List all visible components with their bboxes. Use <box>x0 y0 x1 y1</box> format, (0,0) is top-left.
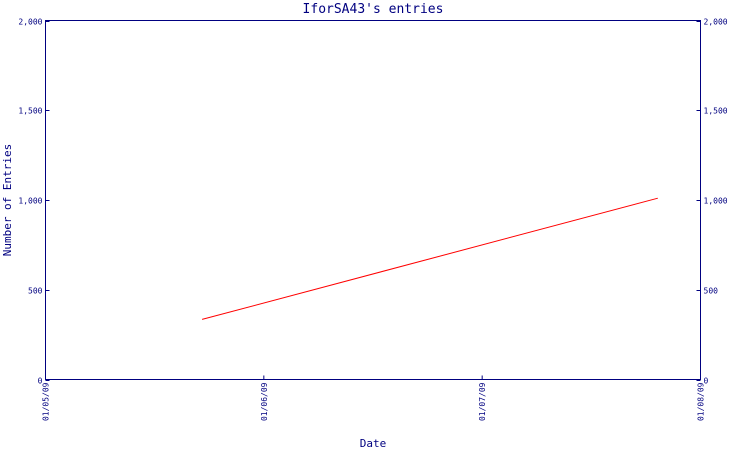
x-tick-label: 01/07/09 <box>478 382 487 421</box>
y-tick-label-left: 1,500 <box>18 107 42 116</box>
y-axis-left: 0 500 1,000 1,500 2,000 <box>18 18 50 386</box>
y-tick-label-left: 2,000 <box>18 18 42 27</box>
y-tick-label-right: 0 <box>704 377 709 386</box>
y-tick-label-left: 1,000 <box>18 197 42 206</box>
series-line <box>201 197 658 320</box>
x-tick-label: 01/08/09 <box>697 382 706 421</box>
x-axis: 01/05/09 01/06/09 01/07/09 01/08/09 <box>42 375 706 421</box>
y-axis-title: Number of Entries <box>1 144 14 257</box>
y-tick-label-right: 500 <box>704 287 719 296</box>
y-axis-right: 0 500 1,000 1,500 2,000 <box>696 18 728 386</box>
x-axis-title: Date <box>360 437 387 450</box>
x-tick-label: 01/05/09 <box>42 382 51 421</box>
y-tick-label-left: 500 <box>28 287 43 296</box>
x-tick-label: 01/06/09 <box>260 382 269 421</box>
y-tick-label-right: 1,000 <box>704 197 728 206</box>
y-tick-label-right: 2,000 <box>704 18 728 27</box>
series-layer <box>201 197 658 320</box>
plot-frame <box>45 20 701 380</box>
y-tick-label-right: 1,500 <box>704 107 728 116</box>
chart-title: IforSA43's entries <box>303 2 444 17</box>
y-tick-label-left: 0 <box>38 377 43 386</box>
